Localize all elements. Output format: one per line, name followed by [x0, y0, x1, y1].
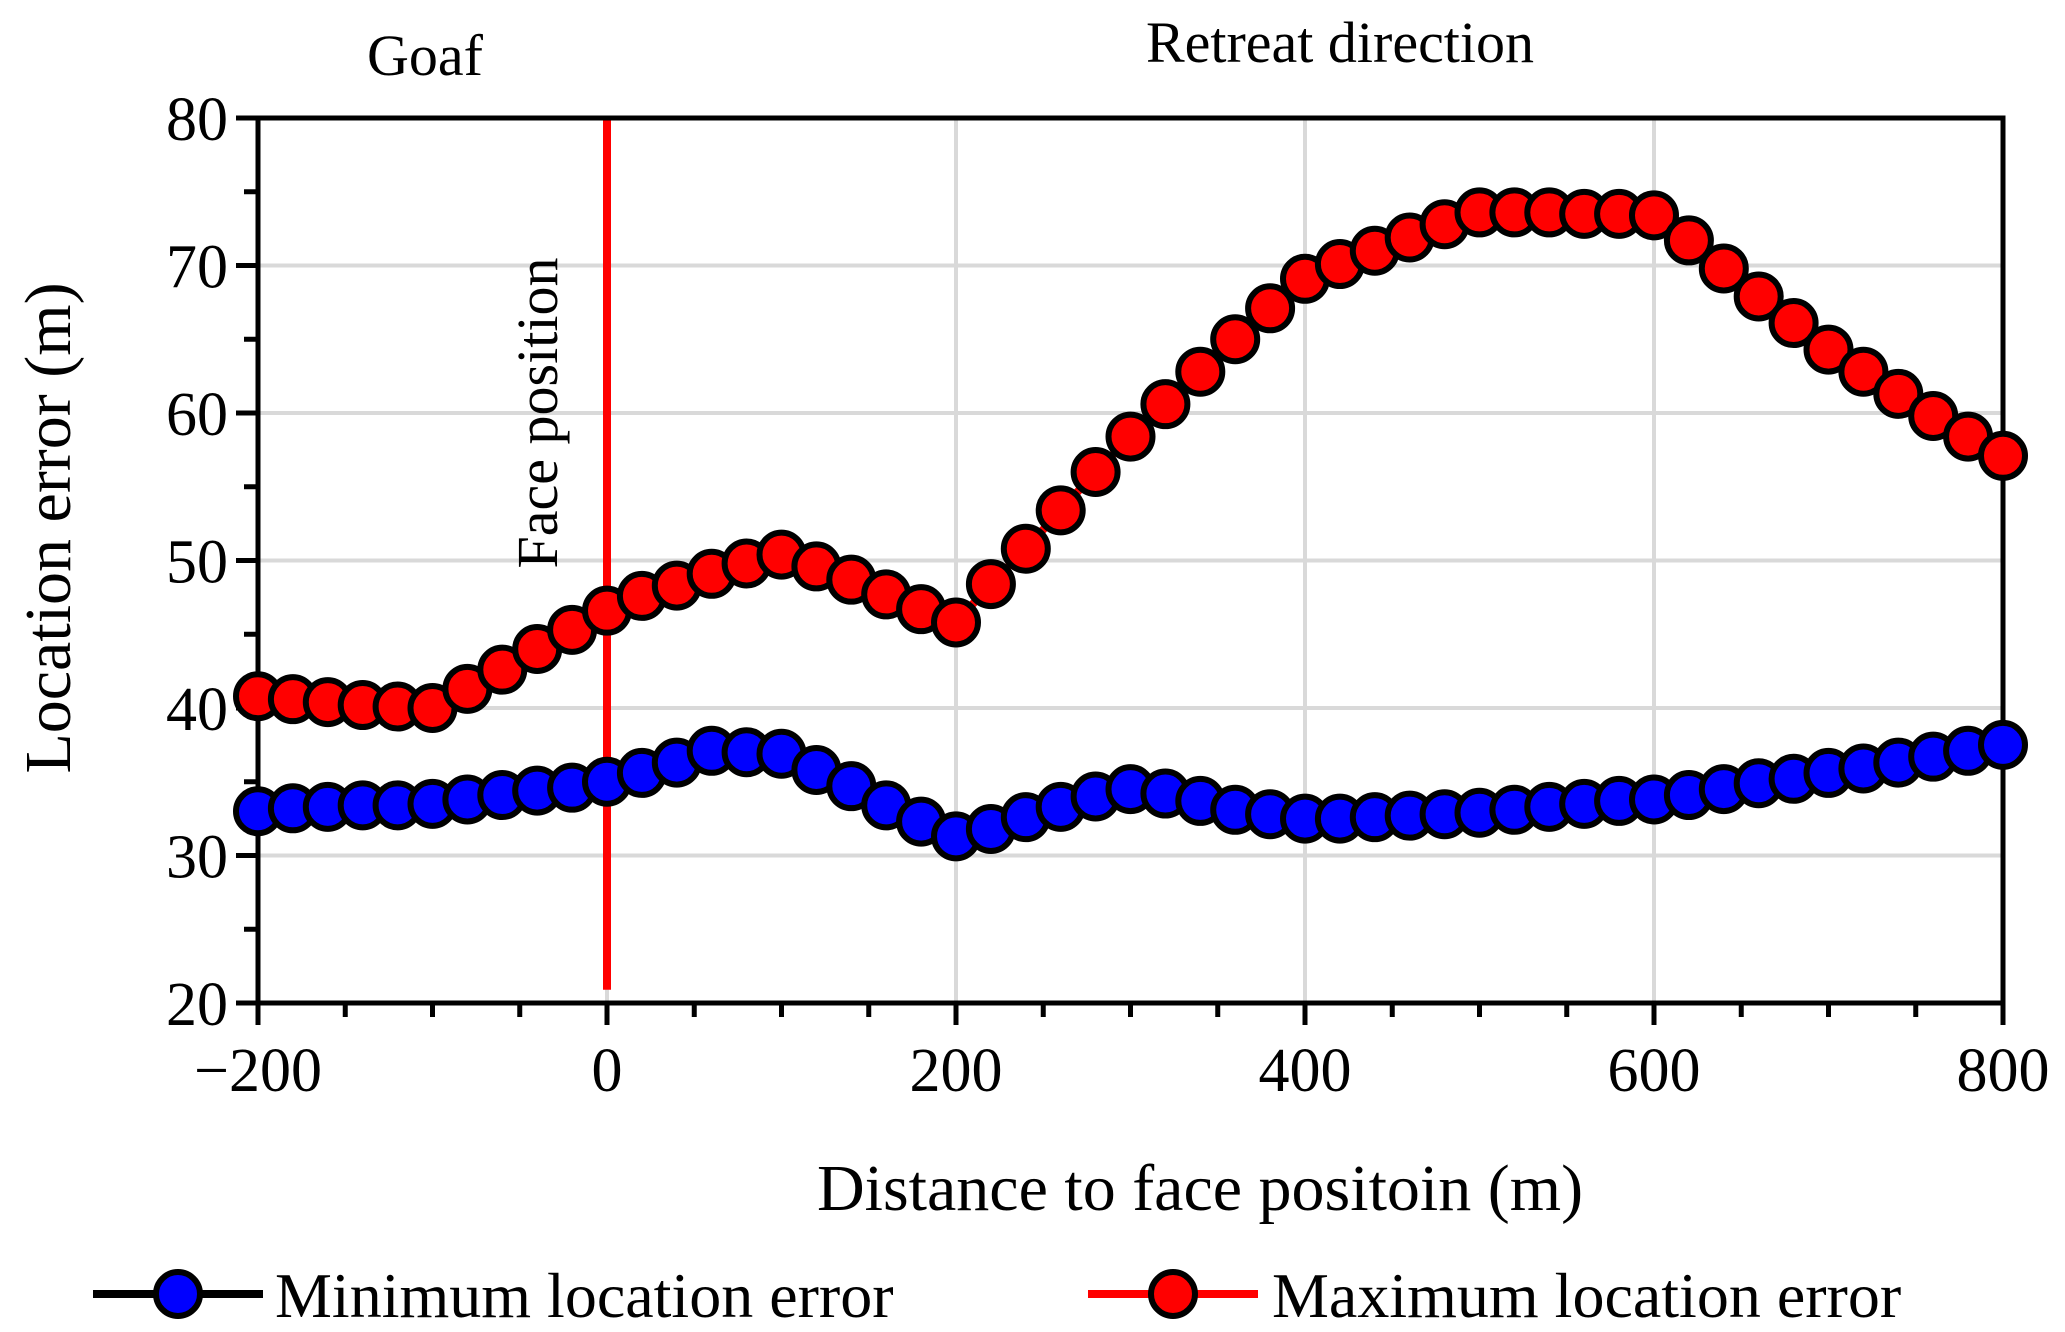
data-point: [1663, 215, 1714, 266]
legend: Minimum location error Maximum location …: [93, 1260, 1901, 1331]
series-0: [233, 719, 2028, 862]
legend-item-minimum: Minimum location error: [93, 1260, 894, 1331]
data-point: [1803, 324, 1854, 375]
y-tick-label: 80: [166, 86, 228, 154]
data-point: [1070, 447, 1121, 497]
data-point: [1698, 243, 1749, 294]
legend-label-minimum: Minimum location error: [275, 1260, 894, 1331]
data-point: [1210, 314, 1261, 365]
y-tick-label: 70: [166, 234, 228, 302]
data-point: [1105, 411, 1156, 462]
series-1: [233, 187, 2028, 733]
y-tick-label: 40: [166, 676, 228, 744]
face-position-label: Face position: [505, 258, 570, 569]
data-point: [931, 597, 981, 648]
series-layer: [233, 187, 2028, 862]
data-point: [1245, 283, 1296, 334]
data-point: [965, 559, 1016, 610]
data-point: [1768, 298, 1819, 349]
goaf-label: Goaf: [367, 23, 484, 88]
y-tick-label: 50: [166, 529, 228, 597]
x-tick-label: 0: [592, 1037, 623, 1105]
x-tick-label: 800: [1957, 1037, 2050, 1105]
y-axis-label: Location error (m): [12, 282, 85, 773]
y-tick-label: 20: [166, 971, 228, 1039]
x-tick-label: 600: [1608, 1037, 1701, 1105]
data-point: [1733, 271, 1784, 322]
data-point: [1629, 190, 1679, 241]
legend-item-maximum: Maximum location error: [1088, 1260, 1901, 1331]
data-point: [1140, 379, 1191, 430]
data-point: [1000, 523, 1051, 574]
x-tick-label: 200: [910, 1037, 1003, 1105]
legend-marker-minimum: [153, 1269, 203, 1319]
y-tick-label: 60: [166, 381, 228, 449]
data-point: [1838, 346, 1889, 397]
legend-label-maximum: Maximum location error: [1272, 1260, 1901, 1331]
axes: 20 30 40 50 60 70 80 −200 0 200 400 600 800: [166, 86, 2050, 1105]
data-point: [1035, 485, 1086, 536]
retreat-direction-label: Retreat direction: [1146, 10, 1534, 75]
x-tick-label: 400: [1259, 1037, 1352, 1105]
y-tick-label: 30: [166, 824, 228, 892]
data-point: [1978, 719, 2028, 770]
data-point: [1175, 346, 1226, 397]
data-point: [1978, 430, 2028, 481]
x-tick-label: −200: [194, 1037, 322, 1105]
legend-marker-maximum: [1148, 1269, 1198, 1319]
data-point: [1873, 368, 1924, 419]
x-axis-label: Distance to face positoin (m): [817, 1152, 1583, 1225]
